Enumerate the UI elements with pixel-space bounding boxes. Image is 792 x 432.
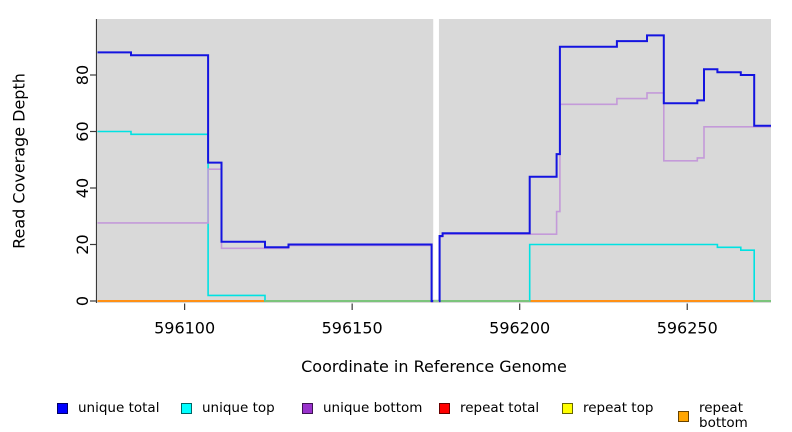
series-line-unique-total — [97, 51, 434, 302]
x-axis-tick-label: 596150 — [322, 319, 383, 338]
y-axis-tick-label: 80 — [73, 65, 92, 85]
series-line-unique-top — [438, 243, 771, 302]
y-axis-tick-label: 0 — [73, 296, 92, 306]
y-axis-tick-label: 20 — [73, 234, 92, 254]
missing-data-band — [433, 19, 439, 300]
y-axis-tick-label: 60 — [73, 121, 92, 141]
y-axis-tick-label: 40 — [73, 178, 92, 198]
x-axis-title: Coordinate in Reference Genome — [301, 357, 567, 376]
x-axis-tick-label: 596100 — [154, 319, 215, 338]
y-axis-title: Read Coverage Depth — [9, 73, 29, 249]
series-line-unique-total — [438, 34, 771, 302]
x-axis-tick-label: 596200 — [489, 319, 550, 338]
x-axis-tick-label: 596250 — [657, 319, 718, 338]
